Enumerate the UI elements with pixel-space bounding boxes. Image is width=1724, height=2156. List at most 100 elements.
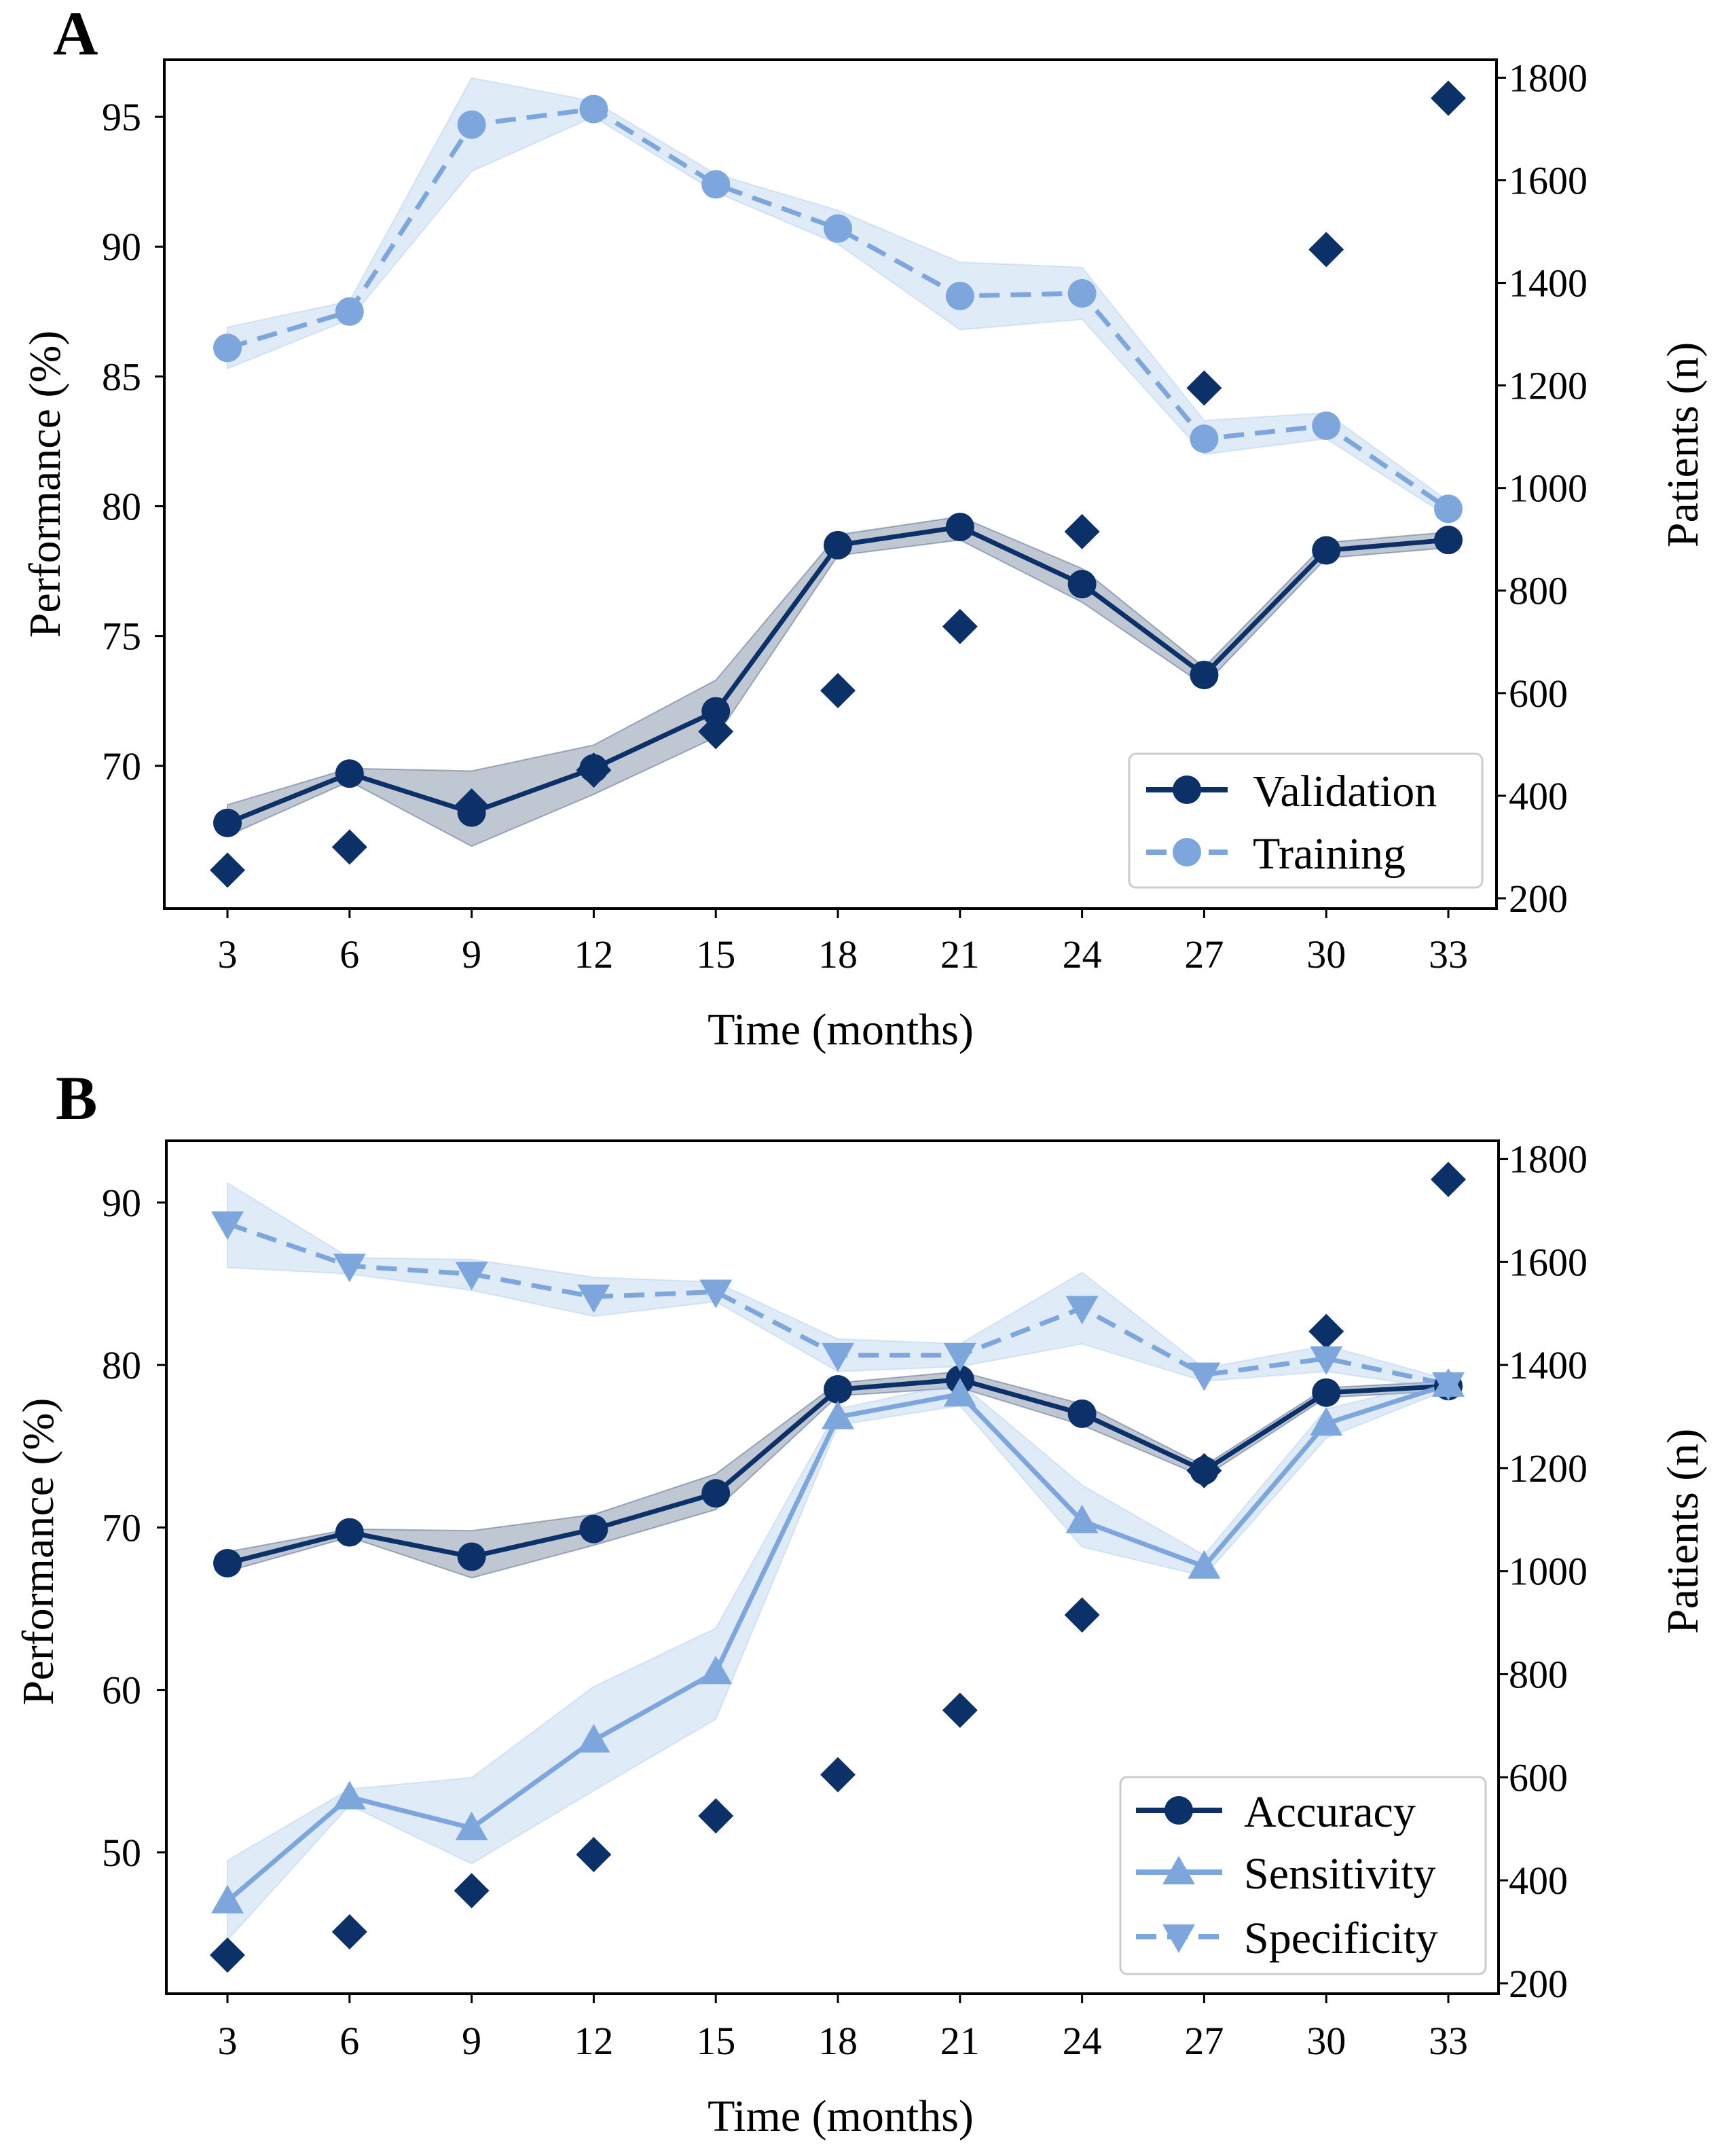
y2-tick-label: 1200 [1509,1446,1588,1491]
y-tick-label: 90 [102,225,141,269]
x-tick-label: 24 [1063,932,1102,976]
specificity-point [333,1254,366,1283]
legend-entry-specificity: Specificity [1136,1914,1438,1963]
y2-tick-label: 200 [1509,1962,1568,2006]
y2-tick-label: 1600 [1509,158,1588,202]
validation-point [457,798,486,827]
legend-marker-specificity [1162,1924,1195,1953]
panel-a-y2-axis-title: Patients (n) [1658,342,1708,547]
validation-point [1312,536,1341,565]
validation-point [1190,660,1219,689]
y-tick-label: 80 [102,484,141,528]
training-point [579,94,608,124]
patients-point [1064,1597,1100,1633]
legend-entry-validation: Validation [1146,767,1437,816]
accuracy-point [1312,1378,1341,1407]
accuracy-point [824,1375,852,1404]
legend-marker-validation [1173,775,1201,804]
patients-point [820,673,856,709]
y-tick-label: 70 [102,744,141,788]
accuracy-point [1067,1399,1097,1428]
training-point [1312,411,1341,440]
panel-b-patients [210,1161,1466,1973]
patients-point [942,1692,978,1728]
sensitivity-point [1188,1550,1221,1579]
legend-label-validation: Validation [1253,767,1437,816]
y2-tick-label: 400 [1509,774,1568,818]
y-tick-label: 50 [102,1831,141,1875]
x-tick-label: 9 [462,932,481,976]
legend-marker-sensitivity [1162,1856,1195,1884]
sensitivity-point [1310,1407,1343,1436]
panel-b-x-axis-title: Time (months) [708,2091,974,2141]
patients-point [210,1937,245,1973]
panel-b-y2-ticks: 200 400 600 800 1000 1200 1400 1600 1800 [1499,1137,1588,2006]
legend-label-specificity: Specificity [1244,1914,1438,1963]
sensitivity-point [455,1811,488,1840]
sensitivity-point [333,1780,366,1810]
y-tick-label: 75 [102,615,141,659]
panel-b-y-axis-title: Performance (%) [14,1398,63,1706]
panel-b-markers [211,1211,1465,1914]
y2-tick-label: 800 [1509,569,1568,613]
panel-b-legend-frame [1119,1776,1487,1975]
validation-point [824,530,852,560]
training-point [335,297,364,326]
x-tick-label: 15 [696,2019,735,2063]
sensitivity-point [211,1884,244,1914]
accuracy-point [579,1514,608,1543]
specificity-point [1310,1346,1343,1375]
patients-point [210,852,245,888]
validation-point [701,697,731,726]
panel-a-bands [227,77,1449,847]
training-point [1190,424,1219,454]
legend-entry-accuracy: Accuracy [1136,1787,1416,1837]
sensitivity-point [1065,1504,1099,1533]
panel-a-plot-frame [163,58,1498,910]
panel-b-y2-axis-title: Patients (n) [1658,1429,1708,1634]
panel-a-y2-ticks: 200 400 600 800 1000 1200 1400 1600 1800 [1497,56,1588,921]
x-tick-label: 24 [1063,2019,1102,2063]
x-tick-label: 9 [462,2019,481,2063]
x-tick-label: 3 [218,2019,238,2063]
patients-point [1064,513,1100,549]
y2-tick-label: 200 [1509,877,1568,921]
training-point [1067,279,1097,308]
patients-point [698,714,734,750]
x-tick-label: 27 [1184,932,1224,976]
y-tick-label: 70 [102,1505,141,1550]
panel-b-letter: B [56,1063,97,1133]
specificity-point [1065,1296,1099,1325]
x-tick-label: 21 [940,2019,980,2063]
panel-a-markers [213,94,1463,837]
patients-point [331,1914,367,1950]
validation-point [335,759,364,788]
specificity-point [211,1211,244,1241]
training-confidence-band [227,77,1449,518]
panel-a-y-axis-title: Performance (%) [20,331,70,638]
training-point [457,110,486,139]
patients-point [1431,1161,1466,1197]
x-tick-label: 18 [818,2019,858,2063]
panel-a-letter: A [53,0,98,68]
panel-b: B 3 6 9 12 15 18 21 24 27 30 33 50 60 70 80 90 200 400 6… [14,1063,1708,2141]
training-line [227,107,1450,511]
panel-a-x-axis-title: Time (months) [708,1005,974,1055]
patients-point [454,1873,490,1909]
legend-entry-sensitivity: Sensitivity [1136,1849,1435,1899]
x-tick-label: 21 [940,932,980,976]
x-tick-label: 27 [1184,2019,1224,2063]
panel-b-plot-frame [165,1139,1500,1995]
patients-point [576,1837,612,1873]
y-tick-label: 60 [102,1668,141,1713]
y-tick-label: 95 [102,95,141,139]
training-point [1434,494,1463,524]
specificity-point [1188,1362,1221,1391]
x-tick-label: 15 [696,932,735,976]
specificity-point [455,1262,488,1291]
y-tick-label: 80 [102,1343,141,1387]
training-point [701,170,731,199]
y2-tick-label: 1200 [1509,364,1588,408]
validation-point [213,808,242,837]
validation-point [1067,570,1097,599]
